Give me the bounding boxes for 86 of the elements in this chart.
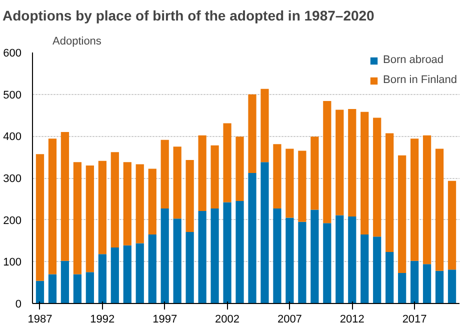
bar [136, 243, 144, 304]
bar [98, 160, 106, 254]
bar [110, 247, 119, 304]
bar [448, 270, 456, 304]
bar [273, 208, 282, 304]
bar [236, 201, 244, 304]
bar [273, 144, 282, 209]
bar [286, 218, 294, 304]
bar [173, 146, 182, 219]
bar [323, 223, 332, 304]
bar [210, 145, 219, 209]
bar [173, 218, 182, 304]
x-tick-label: 2012 [340, 314, 364, 325]
bar [360, 234, 369, 304]
bar [36, 280, 44, 304]
bar [248, 172, 256, 304]
bar [48, 274, 57, 304]
bar [98, 254, 106, 304]
x-tick-label: 1987 [28, 314, 52, 325]
bar [323, 101, 332, 224]
bar [73, 162, 82, 274]
bar [398, 272, 406, 304]
bar [86, 272, 94, 304]
bar [410, 260, 419, 304]
bar [286, 148, 294, 218]
bar [386, 252, 394, 304]
bar [310, 210, 319, 304]
bar [48, 138, 57, 274]
bar [110, 152, 119, 248]
bar [36, 154, 44, 281]
y-axis-title: Adoptions [52, 36, 102, 48]
bar [60, 260, 70, 304]
bar [448, 180, 456, 270]
y-tick-label: 200 [3, 214, 22, 227]
bar [123, 162, 132, 246]
y-tick-label: 500 [3, 89, 22, 102]
bar [160, 140, 169, 209]
bar [310, 136, 319, 210]
bar [186, 232, 194, 304]
bar [422, 135, 432, 264]
bar [60, 132, 70, 261]
bar [186, 160, 194, 232]
bar [348, 108, 356, 216]
bar [386, 133, 394, 252]
bar [373, 236, 382, 304]
bar [73, 274, 82, 304]
bar [298, 222, 306, 304]
bar [198, 135, 206, 212]
bar [223, 202, 232, 304]
legend-label: Born in Finland [383, 74, 457, 86]
bar [360, 112, 369, 234]
bar [148, 234, 156, 304]
y-tick-label: 0 [15, 298, 22, 310]
y-tick-label: 600 [3, 48, 22, 60]
bar [223, 123, 232, 202]
bar [160, 208, 169, 304]
legend-label: Born abroad [383, 54, 444, 66]
x-tick-label: 2007 [277, 314, 302, 325]
bar [123, 245, 132, 304]
bar [248, 94, 256, 173]
chart-title: Adoptions by place of birth of the adopted in 1987–2020 [2, 8, 375, 24]
bar [410, 138, 419, 261]
x-tick-label: 1992 [90, 314, 115, 325]
x-tick-label: 1997 [152, 314, 178, 325]
bar [136, 164, 144, 244]
bar [422, 264, 432, 304]
bar [435, 148, 444, 271]
bar [373, 118, 382, 237]
bar [348, 216, 356, 304]
bar [260, 88, 269, 162]
bar [148, 168, 156, 234]
bar [435, 270, 444, 304]
bar [210, 208, 219, 304]
bar [336, 215, 344, 304]
x-tick-label: 2002 [215, 314, 240, 325]
bar [398, 155, 406, 273]
bar [260, 162, 269, 304]
bar [336, 110, 344, 216]
y-tick-label: 300 [3, 173, 22, 185]
bar [298, 150, 306, 222]
y-tick-label: 400 [3, 131, 22, 144]
bar [198, 211, 206, 304]
x-tick-label: 2017 [402, 314, 427, 325]
y-tick-label: 100 [3, 256, 22, 269]
bar [236, 136, 244, 202]
bar [86, 165, 94, 272]
